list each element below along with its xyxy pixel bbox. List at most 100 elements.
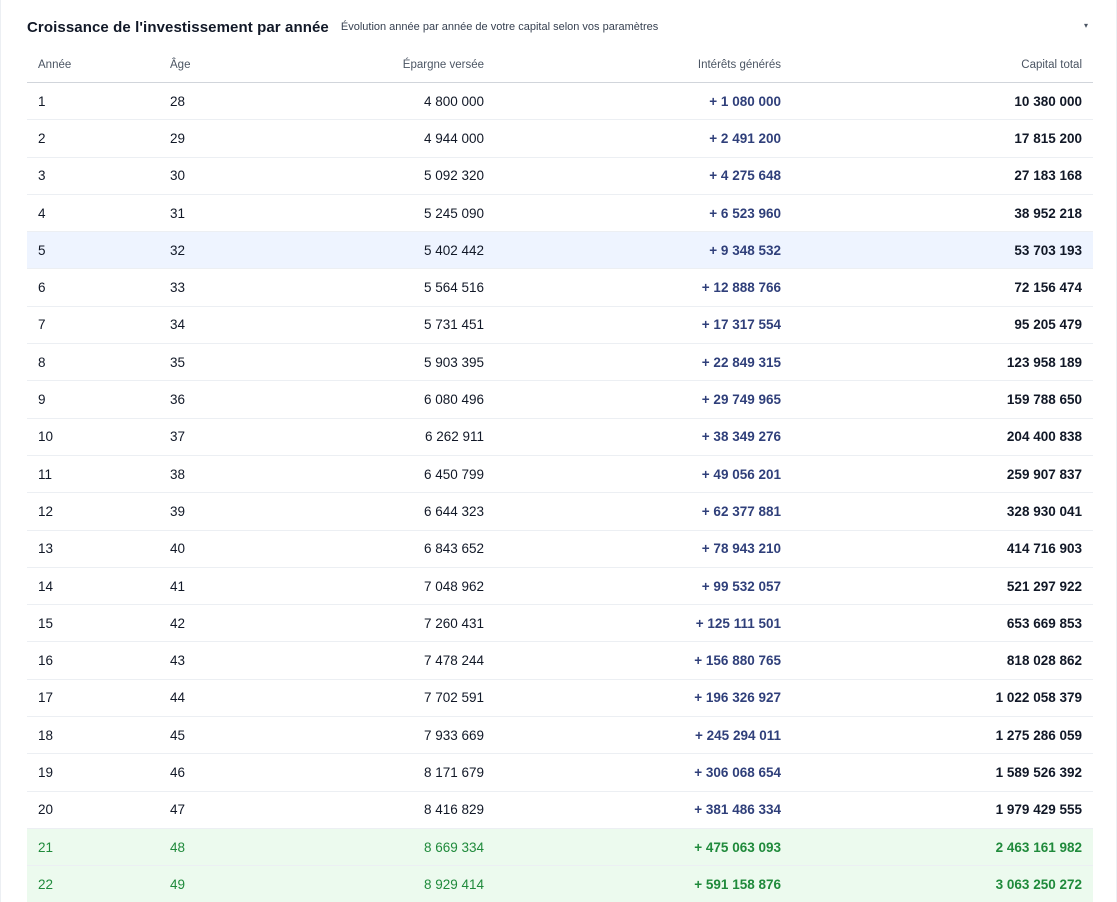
cell-interest: + 49 056 201	[495, 455, 792, 494]
cell-year: 11	[27, 455, 159, 494]
cell-savings: 5 245 090	[339, 194, 495, 233]
cell-interest: + 99 532 057	[495, 567, 792, 606]
column-header-year: Année	[27, 47, 159, 83]
cell-age: 44	[159, 679, 339, 718]
cell-interest: + 78 943 210	[495, 530, 792, 568]
table-row: 8 35 5 903 395 + 22 849 315 123 958 189	[27, 343, 1093, 382]
cell-year: 14	[27, 567, 159, 606]
cell-interest: + 156 880 765	[495, 641, 792, 680]
collapse-toggle-icon[interactable]: ▾	[1083, 21, 1088, 30]
cell-interest: + 22 849 315	[495, 343, 792, 382]
cell-interest: + 38 349 276	[495, 418, 792, 456]
cell-interest: + 9 348 532	[495, 231, 792, 270]
cell-interest: + 196 326 927	[495, 679, 792, 718]
cell-capital: 3 063 250 272	[792, 865, 1093, 902]
cell-interest: + 1 080 000	[495, 82, 792, 121]
cell-savings: 7 702 591	[339, 679, 495, 718]
cell-capital: 521 297 922	[792, 567, 1093, 606]
cell-year: 15	[27, 604, 159, 643]
cell-capital: 53 703 193	[792, 231, 1093, 270]
table-row: 10 37 6 262 911 + 38 349 276 204 400 838	[27, 418, 1093, 456]
cell-age: 41	[159, 567, 339, 606]
cell-year: 20	[27, 791, 159, 829]
cell-interest: + 306 068 654	[495, 753, 792, 792]
cell-age: 37	[159, 418, 339, 456]
cell-savings: 8 669 334	[339, 828, 495, 867]
cell-savings: 4 944 000	[339, 119, 495, 158]
cell-savings: 4 800 000	[339, 82, 495, 121]
cell-age: 32	[159, 231, 339, 270]
cell-capital: 159 788 650	[792, 380, 1093, 419]
table-row: 9 36 6 080 496 + 29 749 965 159 788 650	[27, 380, 1093, 419]
cell-year: 22	[27, 865, 159, 902]
table-row: 21 48 8 669 334 + 475 063 093 2 463 161 982	[27, 828, 1093, 867]
cell-interest: + 29 749 965	[495, 380, 792, 419]
cell-capital: 17 815 200	[792, 119, 1093, 158]
cell-capital: 204 400 838	[792, 418, 1093, 456]
table-row: 15 42 7 260 431 + 125 111 501 653 669 853	[27, 604, 1093, 643]
cell-interest: + 17 317 554	[495, 306, 792, 345]
cell-age: 33	[159, 268, 339, 307]
cell-savings: 5 564 516	[339, 268, 495, 307]
cell-savings: 6 644 323	[339, 492, 495, 531]
cell-year: 8	[27, 343, 159, 382]
cell-age: 28	[159, 82, 339, 121]
cell-interest: + 62 377 881	[495, 492, 792, 531]
table-row: 4 31 5 245 090 + 6 523 960 38 952 218	[27, 194, 1093, 233]
cell-capital: 38 952 218	[792, 194, 1093, 233]
cell-age: 40	[159, 530, 339, 568]
cell-capital: 328 930 041	[792, 492, 1093, 531]
cell-age: 35	[159, 343, 339, 382]
cell-age: 34	[159, 306, 339, 345]
cell-capital: 95 205 479	[792, 306, 1093, 345]
cell-age: 42	[159, 604, 339, 643]
table-row: 17 44 7 702 591 + 196 326 927 1 022 058 379	[27, 679, 1093, 718]
panel-title: Croissance de l'investissement par année	[27, 18, 329, 36]
cell-savings: 6 450 799	[339, 455, 495, 494]
cell-year: 4	[27, 194, 159, 233]
cell-year: 7	[27, 306, 159, 345]
cell-interest: + 475 063 093	[495, 828, 792, 867]
cell-year: 19	[27, 753, 159, 792]
cell-savings: 8 929 414	[339, 865, 495, 902]
cell-year: 18	[27, 716, 159, 755]
cell-capital: 10 380 000	[792, 82, 1093, 121]
cell-age: 48	[159, 828, 339, 867]
cell-age: 30	[159, 157, 339, 195]
cell-capital: 123 958 189	[792, 343, 1093, 382]
panel-header: Croissance de l'investissement par année…	[27, 16, 1090, 38]
cell-savings: 8 416 829	[339, 791, 495, 829]
column-header-interest: Intérêts générés	[495, 47, 792, 83]
column-header-savings: Épargne versée	[339, 47, 495, 83]
cell-age: 31	[159, 194, 339, 233]
cell-year: 6	[27, 268, 159, 307]
cell-year: 13	[27, 530, 159, 568]
cell-savings: 5 731 451	[339, 306, 495, 345]
growth-table: Année Âge Épargne versée Intérêts généré…	[27, 47, 1093, 902]
table-row: 19 46 8 171 679 + 306 068 654 1 589 526 392	[27, 753, 1093, 792]
cell-age: 49	[159, 865, 339, 902]
cell-age: 36	[159, 380, 339, 419]
table-row: 12 39 6 644 323 + 62 377 881 328 930 041	[27, 492, 1093, 531]
table-row: 2 29 4 944 000 + 2 491 200 17 815 200	[27, 119, 1093, 158]
cell-capital: 1 589 526 392	[792, 753, 1093, 792]
cell-savings: 6 262 911	[339, 418, 495, 456]
table-header-row: Année Âge Épargne versée Intérêts généré…	[27, 47, 1093, 83]
cell-capital: 1 979 429 555	[792, 791, 1093, 829]
cell-capital: 1 022 058 379	[792, 679, 1093, 718]
cell-year: 9	[27, 380, 159, 419]
cell-capital: 653 669 853	[792, 604, 1093, 643]
table-row: 20 47 8 416 829 + 381 486 334 1 979 429 555	[27, 791, 1093, 829]
cell-age: 39	[159, 492, 339, 531]
cell-year: 2	[27, 119, 159, 158]
column-header-age: Âge	[159, 47, 339, 83]
cell-age: 47	[159, 791, 339, 829]
cell-year: 3	[27, 157, 159, 195]
cell-age: 29	[159, 119, 339, 158]
cell-age: 43	[159, 641, 339, 680]
cell-year: 21	[27, 828, 159, 867]
cell-year: 5	[27, 231, 159, 270]
cell-interest: + 245 294 011	[495, 716, 792, 755]
table-row: 18 45 7 933 669 + 245 294 011 1 275 286 059	[27, 716, 1093, 755]
